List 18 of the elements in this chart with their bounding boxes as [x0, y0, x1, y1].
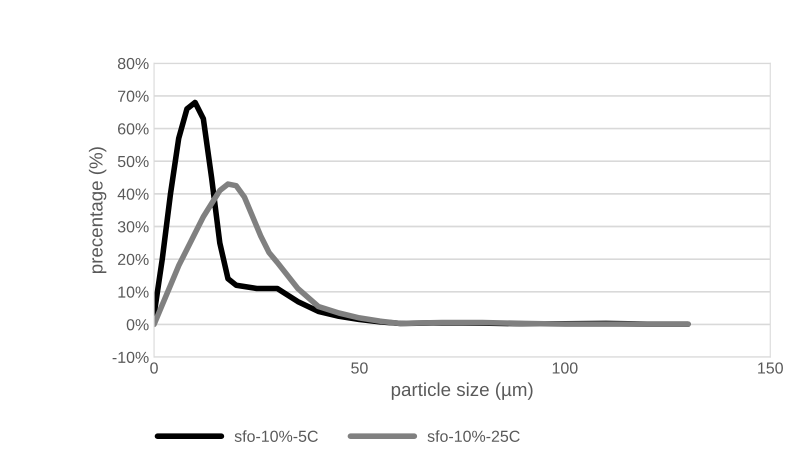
y-tick-label: 70%: [118, 90, 149, 102]
y-tick-label: 20%: [118, 254, 149, 266]
x-tick-label: 50: [351, 362, 368, 374]
y-tick-label: 50%: [118, 156, 149, 168]
y-tick-label: 60%: [118, 123, 149, 135]
x-tick-label: 0: [150, 362, 158, 374]
x-tick-label: 100: [552, 362, 578, 374]
legend-label: sfo-10%-5C: [234, 430, 318, 442]
x-axis-title: particle size (µm): [392, 382, 533, 400]
y-tick-label: -10%: [112, 352, 149, 364]
legend-label: sfo-10%-25C: [428, 430, 520, 442]
y-tick-label: 0%: [126, 319, 149, 330]
y-tick-label: 40%: [118, 188, 149, 200]
x-tick-label: 150: [758, 362, 783, 374]
y-tick-label: 30%: [118, 221, 149, 232]
y-tick-label: 10%: [118, 286, 149, 298]
y-axis-title: precentage (%): [88, 147, 106, 274]
y-tick-label: 80%: [118, 58, 149, 70]
